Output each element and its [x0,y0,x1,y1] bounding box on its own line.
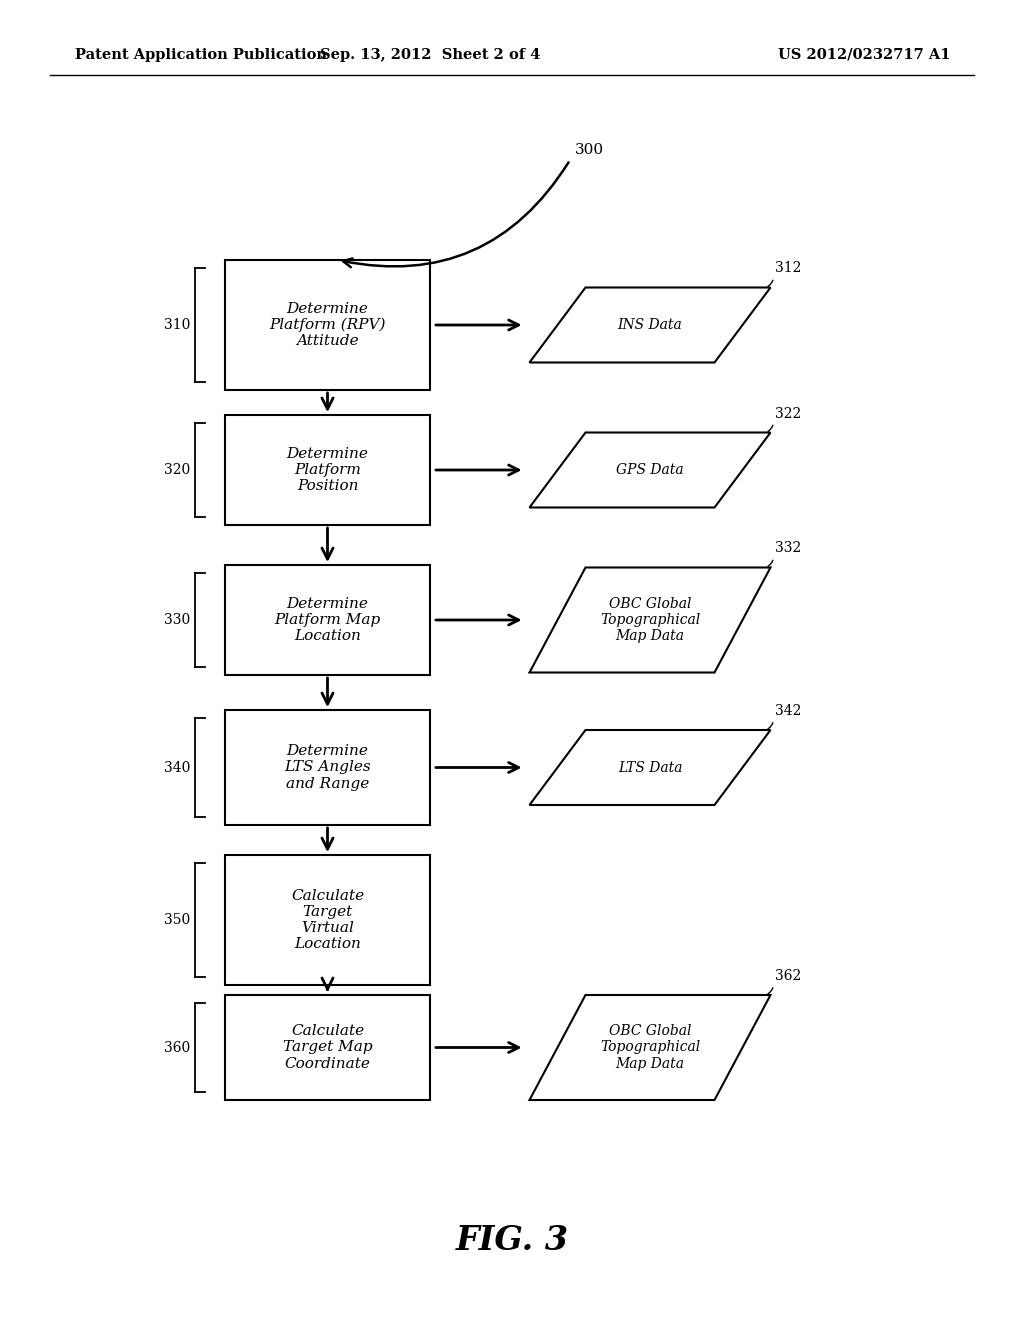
Text: GPS Data: GPS Data [616,463,684,477]
FancyArrowPatch shape [343,162,568,267]
Text: 360: 360 [164,1040,190,1055]
Text: OBC Global
Topographical
Map Data: OBC Global Topographical Map Data [600,597,700,643]
Text: Calculate
Target
Virtual
Location: Calculate Target Virtual Location [291,888,365,952]
Text: 340: 340 [164,760,190,775]
Polygon shape [529,730,770,805]
FancyArrowPatch shape [768,987,773,994]
Text: 320: 320 [164,463,190,477]
Text: 330: 330 [164,612,190,627]
Polygon shape [529,433,770,507]
Polygon shape [529,288,770,363]
Text: FIG. 3: FIG. 3 [456,1224,568,1257]
Text: Determine
Platform
Position: Determine Platform Position [287,446,369,494]
FancyArrowPatch shape [768,425,773,432]
Bar [225,855,430,985]
Bar [225,565,430,675]
Text: 300: 300 [575,143,604,157]
Bar [225,414,430,525]
Text: Determine
LTS Angles
and Range: Determine LTS Angles and Range [284,744,371,791]
Text: 312: 312 [775,261,802,276]
Text: Sep. 13, 2012  Sheet 2 of 4: Sep. 13, 2012 Sheet 2 of 4 [319,48,541,62]
Bar [225,995,430,1100]
Text: LTS Data: LTS Data [617,760,682,775]
Text: OBC Global
Topographical
Map Data: OBC Global Topographical Map Data [600,1024,700,1071]
FancyArrowPatch shape [768,280,773,286]
FancyArrowPatch shape [768,723,773,729]
Text: 322: 322 [775,407,802,421]
Bar [225,710,430,825]
Text: 362: 362 [775,969,802,983]
Polygon shape [529,568,770,672]
Text: US 2012/0232717 A1: US 2012/0232717 A1 [777,48,950,62]
Text: Determine
Platform Map
Location: Determine Platform Map Location [274,597,381,643]
Text: 350: 350 [164,913,190,927]
Text: INS Data: INS Data [617,318,682,333]
Bar [225,260,430,389]
Text: 342: 342 [775,704,802,718]
FancyArrowPatch shape [768,560,773,566]
Polygon shape [529,995,770,1100]
Text: Calculate
Target Map
Coordinate: Calculate Target Map Coordinate [283,1024,373,1071]
Text: Determine
Platform (RPV)
Attitude: Determine Platform (RPV) Attitude [269,301,386,348]
Text: Patent Application Publication: Patent Application Publication [75,48,327,62]
Text: 310: 310 [164,318,190,333]
Text: 332: 332 [775,541,802,556]
